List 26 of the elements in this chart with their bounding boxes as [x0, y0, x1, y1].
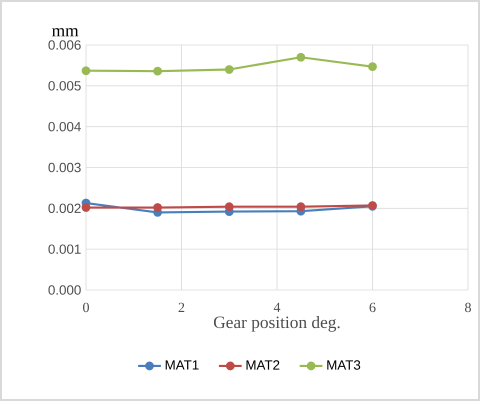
x-tick-label: 4 — [274, 302, 280, 312]
point — [296, 202, 306, 212]
point — [82, 203, 90, 212]
x-tick-label: 2 — [178, 302, 184, 312]
legend-label: MAT1 — [166, 360, 199, 370]
y-tick-label: 0.004 — [48, 122, 81, 132]
y-axis-title: mm — [52, 28, 78, 36]
point — [224, 65, 234, 74]
y-tick-label: 0.006 — [48, 40, 81, 50]
y-tick-label: 0.003 — [48, 162, 81, 172]
x-axis-title: Gear position deg. — [214, 316, 340, 332]
point — [153, 66, 162, 76]
point — [224, 202, 234, 212]
legend-label: MAT2 — [246, 360, 280, 370]
point — [153, 203, 162, 212]
x-tick-label: 0 — [83, 302, 89, 312]
point — [368, 62, 377, 72]
legend-label: MAT3 — [327, 360, 360, 370]
y-tick-label: 0.001 — [48, 244, 81, 254]
x-tick-label: 8 — [465, 302, 471, 312]
y-tick-label: 0.002 — [48, 204, 81, 214]
y-tick-label: 0.000 — [48, 285, 81, 295]
x-tick-label: 6 — [370, 302, 376, 312]
point — [82, 66, 90, 76]
point — [296, 52, 306, 62]
y-tick-label: 0.005 — [48, 81, 81, 91]
